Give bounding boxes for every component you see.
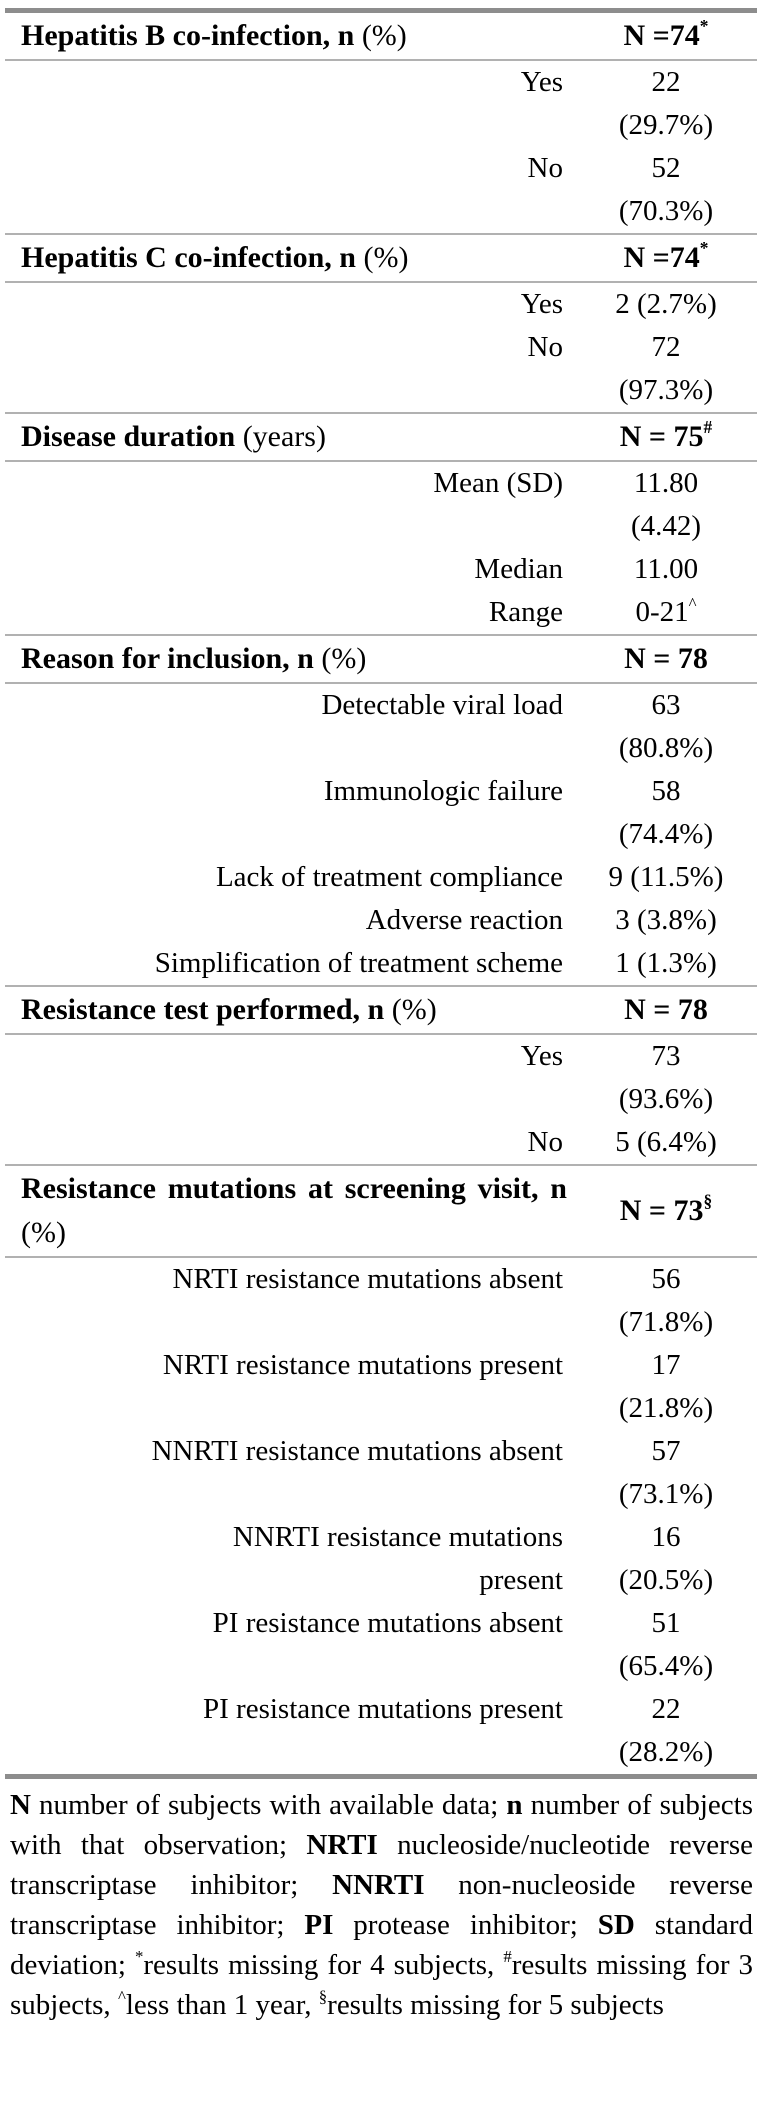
- row-label: Lack of treatment compliance: [215, 861, 563, 893]
- table-row: Yes 22 (29.7%): [5, 60, 757, 147]
- row-value: 58 (74.4%): [618, 775, 714, 850]
- row-label: NRTI resistance mutations present: [162, 1349, 563, 1381]
- table-row: Yes 2 (2.7%): [5, 282, 757, 326]
- row-label: Mean (SD): [433, 467, 563, 499]
- row-label: No: [527, 1126, 563, 1158]
- section-header-label: Resistance mutations at screening visit,…: [5, 1164, 575, 1258]
- row-value: 0-21^: [635, 593, 697, 628]
- row-value: 56 (71.8%): [618, 1263, 714, 1338]
- row-value: 22 (29.7%): [618, 66, 714, 141]
- row-value: 17 (21.8%): [618, 1349, 714, 1424]
- table-footnote: N number of subjects with available data…: [10, 1789, 753, 2021]
- row-value: 51 (65.4%): [618, 1607, 714, 1682]
- section-header-label: Hepatitis B co-infection, n (%): [5, 10, 575, 61]
- table-row: Immunologic failure 58 (74.4%): [5, 770, 757, 856]
- section-header-row: Hepatitis C co-infection, n (%) N =74*: [5, 233, 757, 283]
- table-row: Median 11.00: [5, 548, 757, 591]
- row-label: Median: [474, 553, 563, 585]
- row-label: NRTI resistance mutations absent: [172, 1263, 563, 1295]
- row-value: 11.00: [633, 553, 699, 585]
- row-label: Yes: [520, 66, 563, 98]
- table-row: Detectable viral load 63 (80.8%): [5, 683, 757, 770]
- table-row: No 52 (70.3%): [5, 147, 757, 234]
- row-value: 16 (20.5%): [618, 1521, 714, 1596]
- table-row: No 72 (97.3%): [5, 326, 757, 413]
- row-value: 22 (28.2%): [618, 1693, 714, 1768]
- table-row: NNRTI resistance mutations present 16 (2…: [5, 1516, 757, 1602]
- row-value: 5 (6.4%): [615, 1126, 717, 1158]
- table-row: Yes 73 (93.6%): [5, 1034, 757, 1121]
- row-label: Immunologic failure: [323, 775, 563, 807]
- row-label: Detectable viral load: [321, 689, 563, 721]
- row-label: No: [527, 152, 563, 184]
- section-header-n-value: N =74*: [575, 233, 757, 283]
- row-value: 63 (80.8%): [618, 689, 714, 764]
- row-value: 72 (97.3%): [618, 331, 714, 406]
- row-label: No: [527, 331, 563, 363]
- section-header-label: Resistance test performed, n (%): [5, 985, 575, 1035]
- table-row: No 5 (6.4%): [5, 1121, 757, 1165]
- row-value: 9 (11.5%): [608, 861, 724, 893]
- section-header-row: Hepatitis B co-infection, n (%) N =74*: [5, 10, 757, 61]
- section-header-n-value: N = 78: [575, 634, 757, 684]
- section-header-label: Reason for inclusion, n (%): [5, 634, 575, 684]
- table-row: Range 0-21^: [5, 591, 757, 635]
- section-header-row: Disease duration (years) N = 75#: [5, 412, 757, 462]
- row-label: PI resistance mutations absent: [212, 1607, 563, 1639]
- table-row: Lack of treatment compliance 9 (11.5%): [5, 856, 757, 899]
- table-row: Mean (SD) 11.80 (4.42): [5, 461, 757, 548]
- table-row: NRTI resistance mutations present 17 (21…: [5, 1344, 757, 1430]
- section-header-n-value: N = 73§: [575, 1164, 757, 1258]
- table-row: PI resistance mutations absent 51 (65.4%…: [5, 1602, 757, 1688]
- row-value: 57 (73.1%): [618, 1435, 714, 1510]
- section-header-row: Resistance test performed, n (%) N = 78: [5, 985, 757, 1035]
- table-row: NNRTI resistance mutations absent 57 (73…: [5, 1430, 757, 1516]
- section-header-n-value: N = 75#: [575, 412, 757, 462]
- table-figure: Hepatitis B co-infection, n (%) N =74* Y…: [5, 8, 757, 2021]
- table-row: Adverse reaction 3 (3.8%): [5, 899, 757, 942]
- section-header-n-value: N =74*: [575, 10, 757, 61]
- row-label: Simplification of treatment scheme: [154, 947, 563, 979]
- table-row: NRTI resistance mutations absent 56 (71.…: [5, 1257, 757, 1344]
- baseline-characteristics-table: Hepatitis B co-infection, n (%) N =74* Y…: [5, 8, 757, 1779]
- row-label: Yes: [520, 288, 563, 320]
- row-value: 73 (93.6%): [618, 1040, 714, 1115]
- table-row: Simplification of treatment scheme 1 (1.…: [5, 942, 757, 986]
- row-value: 52 (70.3%): [618, 152, 714, 227]
- section-header-row: Resistance mutations at screening visit,…: [5, 1164, 757, 1258]
- section-header-n-value: N = 78: [575, 985, 757, 1035]
- row-value: 11.80 (4.42): [630, 467, 702, 542]
- row-label: NNRTI resistance mutations present: [232, 1521, 563, 1596]
- row-label: Adverse reaction: [365, 904, 563, 936]
- row-value: 3 (3.8%): [615, 904, 717, 936]
- row-value: 2 (2.7%): [615, 288, 717, 320]
- row-label: Yes: [520, 1040, 563, 1072]
- row-label: Range: [488, 596, 563, 628]
- table-row: PI resistance mutations present 22 (28.2…: [5, 1688, 757, 1777]
- section-header-label: Hepatitis C co-infection, n (%): [5, 233, 575, 283]
- row-label: PI resistance mutations present: [203, 1693, 563, 1725]
- section-header-row: Reason for inclusion, n (%) N = 78: [5, 634, 757, 684]
- row-label: NNRTI resistance mutations absent: [151, 1435, 563, 1467]
- section-header-label: Disease duration (years): [5, 412, 575, 462]
- row-value: 1 (1.3%): [615, 947, 717, 979]
